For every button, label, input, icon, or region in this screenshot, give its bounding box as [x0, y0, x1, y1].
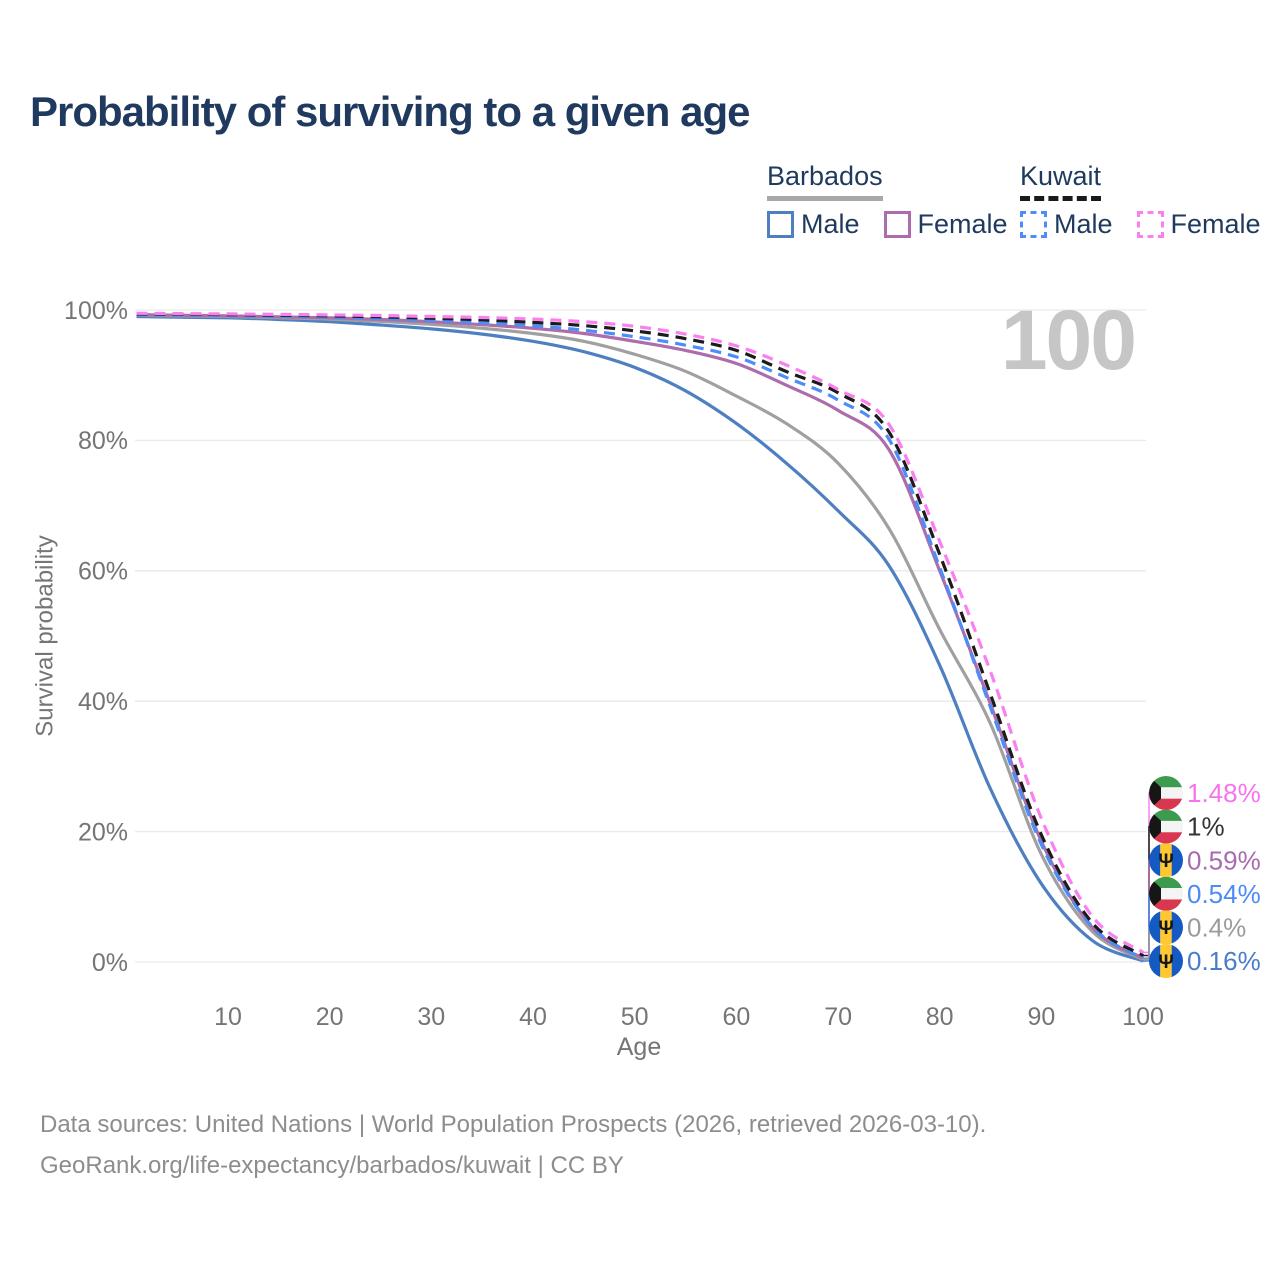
flag-trident: Ψ — [1158, 918, 1173, 939]
y-axis-title: Survival probability — [31, 535, 58, 736]
end-label-kuwait-all: 1% — [1187, 812, 1225, 842]
flag-band — [1149, 899, 1183, 911]
connector-barbados-female — [1142, 859, 1154, 959]
y-tick-label: 40% — [78, 688, 128, 716]
x-tick-label: 40 — [519, 1003, 547, 1031]
flag-band — [1149, 876, 1183, 889]
flag-trident: Ψ — [1158, 851, 1173, 872]
y-tick-label: 100% — [64, 297, 128, 325]
flag-band — [1171, 910, 1183, 945]
flag-band — [1149, 944, 1161, 978]
x-tick-label: 90 — [1027, 1003, 1055, 1031]
x-tick-label: 100 — [1122, 1003, 1164, 1031]
flag-band — [1160, 843, 1172, 878]
flag-band — [1149, 787, 1183, 799]
legend-label: Male — [1054, 209, 1113, 239]
flag-kuwait-icon — [1149, 876, 1183, 911]
legend-swatch-kuwait-male — [1020, 211, 1047, 238]
age-watermark: 100 — [1001, 293, 1135, 387]
x-tick-label: 10 — [214, 1003, 242, 1031]
flag-band — [1149, 798, 1183, 810]
flag-wedge — [1149, 876, 1161, 911]
page-title: Probability of surviving to a given age — [30, 88, 750, 135]
end-label-barbados-female: 0.59% — [1187, 845, 1261, 875]
flag-band — [1149, 843, 1161, 878]
flag-kuwait-icon — [1149, 809, 1183, 844]
y-tick-label: 0% — [92, 949, 128, 977]
end-label-kuwait-male: 0.54% — [1187, 879, 1261, 909]
flag-band — [1149, 910, 1161, 945]
footer-line-2: GeoRank.org/life-expectancy/barbados/kuw… — [40, 1152, 624, 1179]
legend-item-barbados-female[interactable]: Female — [883, 209, 1008, 240]
flag-band — [1149, 820, 1183, 833]
legend-item-barbados-male[interactable]: Male — [767, 209, 860, 240]
footer-line-1: Data sources: United Nations | World Pop… — [40, 1111, 987, 1138]
flag-band — [1149, 888, 1183, 900]
x-tick-label: 20 — [316, 1003, 344, 1031]
legend-item-kuwait-female[interactable]: Female — [1136, 209, 1261, 240]
y-tick-label: 20% — [78, 818, 128, 846]
x-axis-title: Age — [617, 1033, 661, 1061]
flag-band — [1171, 944, 1183, 978]
flag-wedge — [1149, 809, 1161, 844]
curve-kuwait-female — [136, 311, 1145, 954]
legend-country-kuwait[interactable]: Kuwait — [1020, 161, 1102, 201]
legend-group-barbados: Barbados Male Female — [767, 161, 1008, 240]
legend-swatch-barbados-male — [767, 211, 794, 238]
flag-barbados-icon: Ψ — [1149, 944, 1183, 978]
legend-item-kuwait-male[interactable]: Male — [1020, 209, 1113, 240]
curve-barbados-female — [136, 313, 1144, 960]
flag-band — [1149, 809, 1183, 821]
legend-group-kuwait: Kuwait Male Female — [1020, 161, 1261, 240]
legend-label: Female — [1170, 209, 1261, 239]
legend-country-barbados[interactable]: Barbados — [767, 161, 883, 201]
y-tick-label: 60% — [78, 558, 128, 586]
flag-band — [1171, 843, 1183, 878]
curve-kuwait-male — [136, 313, 1144, 960]
y-tick-label: 80% — [78, 427, 128, 455]
legend-label: Female — [917, 209, 1008, 239]
flag-kuwait-icon — [1149, 776, 1183, 810]
curve-barbados-male — [136, 314, 1144, 963]
end-label-barbados-male: 0.16% — [1187, 946, 1261, 976]
flag-wedge — [1149, 776, 1161, 810]
x-tick-label: 50 — [621, 1003, 649, 1031]
flag-band — [1160, 944, 1172, 978]
flag-band — [1160, 910, 1172, 945]
end-label-barbados-all: 0.4% — [1187, 913, 1246, 943]
legend-swatch-kuwait-female — [1136, 211, 1164, 238]
data-sources-footer: Data sources: United Nations | World Pop… — [40, 1104, 986, 1186]
x-tick-label: 60 — [722, 1003, 750, 1031]
end-label-kuwait-female: 1.48% — [1187, 778, 1261, 808]
flag-band — [1149, 832, 1183, 844]
legend-label: Male — [801, 209, 860, 239]
x-tick-label: 80 — [926, 1003, 954, 1031]
legend-swatch-barbados-female — [883, 211, 911, 238]
flag-band — [1149, 776, 1183, 788]
flag-barbados-icon: Ψ — [1149, 910, 1183, 945]
curve-barbados-all — [136, 313, 1144, 961]
flag-trident: Ψ — [1158, 952, 1173, 973]
curve-kuwait-all — [136, 312, 1144, 957]
flag-barbados-icon: Ψ — [1149, 843, 1183, 878]
x-tick-label: 30 — [417, 1003, 445, 1031]
x-tick-label: 70 — [824, 1003, 852, 1031]
